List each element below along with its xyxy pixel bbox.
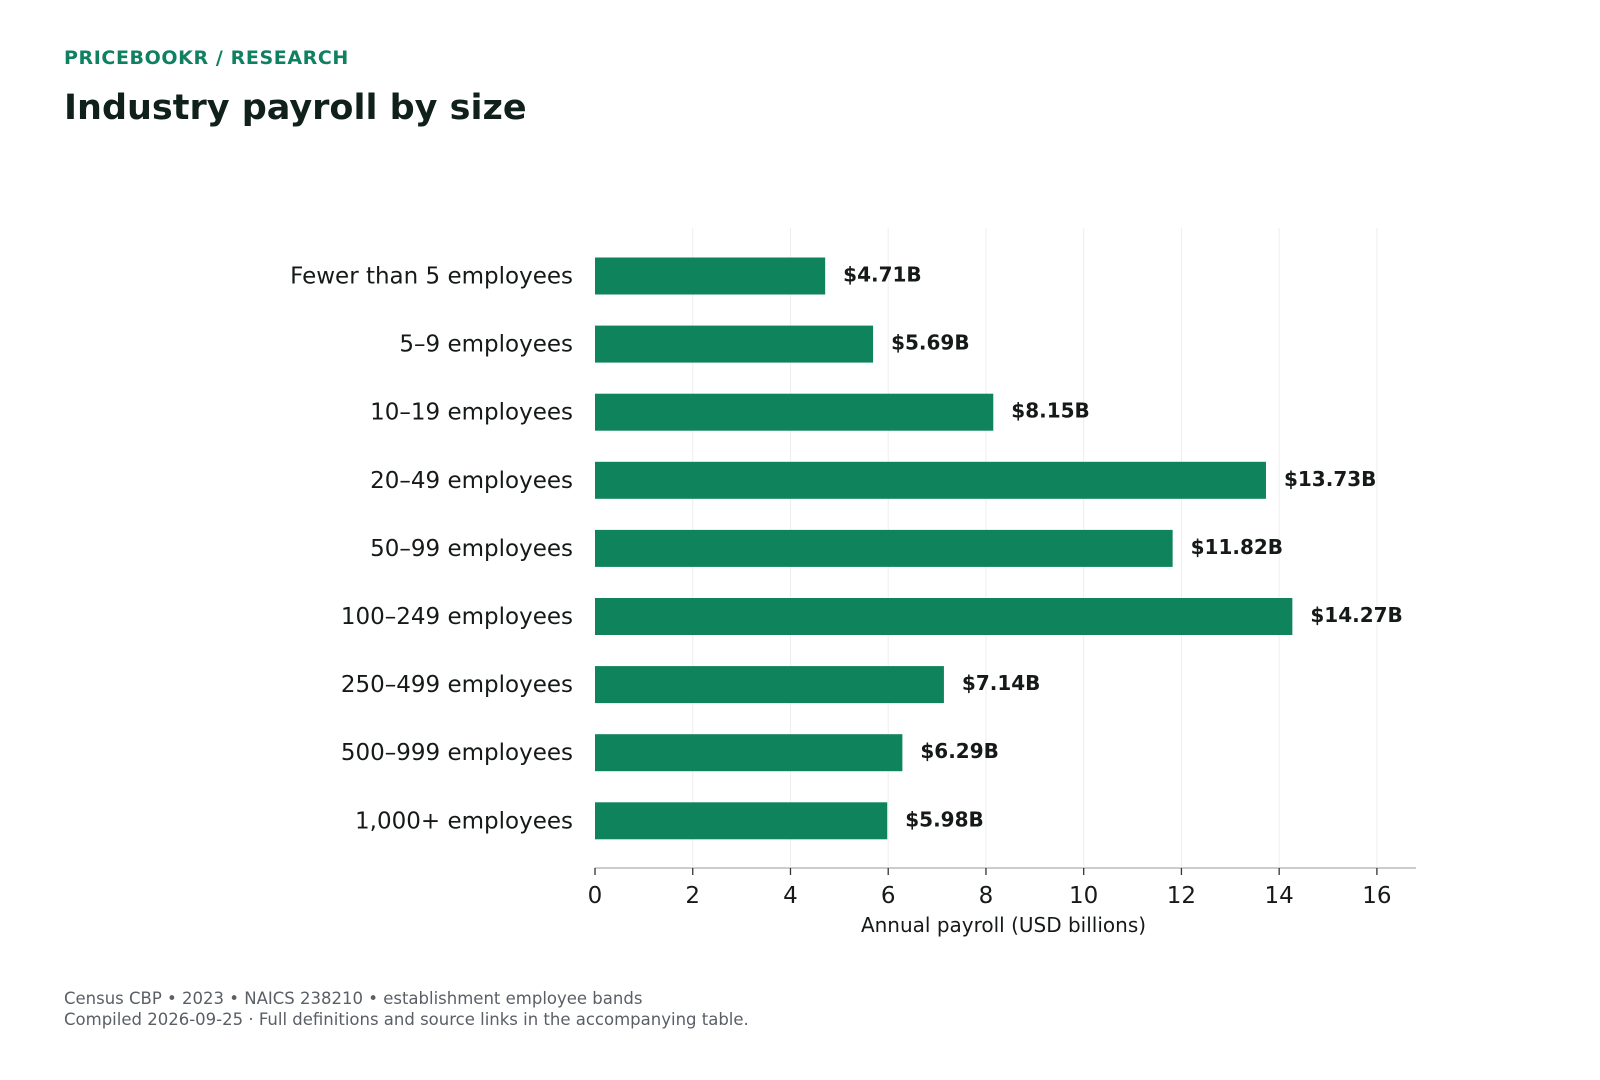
- value-label: $8.15B: [1011, 399, 1090, 423]
- category-label: 1,000+ employees: [355, 808, 573, 834]
- value-label: $5.98B: [905, 807, 984, 831]
- footer: Census CBP • 2023 • NAICS 238210 • estab…: [64, 988, 749, 1030]
- bars: [595, 257, 1293, 840]
- x-axis: 0 2 4 6 8 10 12 14 16 Annual payroll (USD billion…: [588, 867, 1416, 937]
- bar: [595, 734, 903, 772]
- chart-title: Industry payroll by size: [64, 88, 527, 128]
- value-label: $6.29B: [920, 739, 999, 763]
- x-tick-label: 2: [685, 883, 700, 909]
- bar: [595, 257, 826, 295]
- bar: [595, 802, 888, 840]
- value-label: $14.27B: [1310, 603, 1402, 627]
- x-tick-label: 14: [1265, 883, 1294, 909]
- category-labels: Fewer than 5 employees 5–9 employees 10–19…: [290, 264, 573, 835]
- category-label: 500–999 employees: [341, 740, 573, 766]
- bar: [595, 393, 994, 431]
- source-note: Census CBP • 2023 • NAICS 238210 • estab…: [64, 989, 643, 1008]
- category-label: 20–49 employees: [370, 468, 573, 494]
- category-label: 10–19 employees: [370, 400, 573, 426]
- value-label: $11.82B: [1191, 535, 1283, 559]
- x-tick-label: 8: [979, 883, 994, 909]
- x-tick-label: 0: [588, 883, 603, 909]
- value-label: $13.73B: [1284, 467, 1376, 491]
- bar: [595, 461, 1266, 499]
- x-tick-label: 10: [1069, 883, 1098, 909]
- value-labels: $4.71B $5.69B $8.15B $13.73B $11.82B $14.27B $…: [843, 263, 1403, 832]
- category-label: 5–9 employees: [399, 332, 573, 358]
- value-label: $7.14B: [962, 671, 1041, 695]
- bar: [595, 666, 944, 704]
- bar: [595, 529, 1173, 567]
- category-label: 100–249 employees: [341, 604, 573, 630]
- x-tick-label: 6: [881, 883, 896, 909]
- compiled-note: Compiled 2026-09-25 · Full definitions a…: [64, 1010, 749, 1029]
- x-tick-label: 4: [783, 883, 798, 909]
- x-axis-title: Annual payroll (USD billions): [861, 913, 1146, 937]
- category-label: Fewer than 5 employees: [290, 264, 573, 290]
- category-label: 250–499 employees: [341, 672, 573, 698]
- bar: [595, 325, 874, 363]
- x-tick-label: 12: [1167, 883, 1196, 909]
- x-tick-label: 16: [1362, 883, 1391, 909]
- brand-eyebrow: PRICEBOOKR / RESEARCH: [64, 47, 349, 69]
- bar: [595, 598, 1293, 635]
- value-label: $5.69B: [891, 331, 970, 355]
- value-label: $4.71B: [843, 263, 922, 287]
- category-label: 50–99 employees: [370, 536, 573, 562]
